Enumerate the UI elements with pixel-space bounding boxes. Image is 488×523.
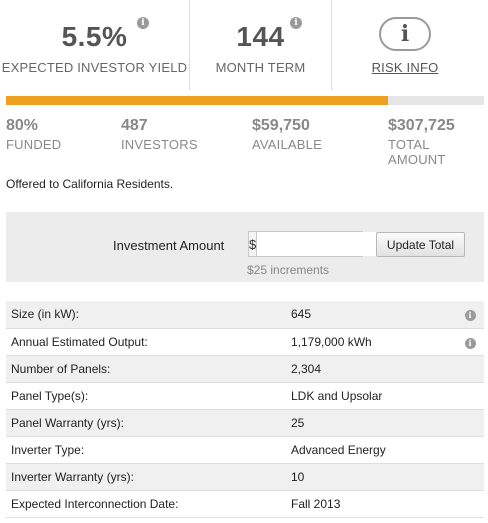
metric-total-amount: $307,725 TOTAL AMOUNT (388, 116, 488, 167)
metric-label: INVESTORS (121, 137, 198, 152)
detail-value: LDK and Upsolar (286, 382, 456, 410)
metric-value: $59,750 (252, 117, 310, 134)
detail-key: Inverter Type: (6, 436, 286, 464)
investment-amount-field: $ (248, 231, 442, 257)
yield-label: EXPECTED INVESTOR YIELD (1, 60, 188, 75)
detail-key: Panel Warranty (yrs): (6, 409, 286, 437)
table-row: Inverter Warranty (yrs): 10 (6, 463, 484, 491)
funding-progress-bar (6, 96, 484, 105)
detail-key: Inverter Warranty (yrs): (6, 463, 286, 491)
metric-investors: 487 INVESTORS (121, 116, 198, 152)
info-icon: i (400, 21, 410, 47)
metric-value: $307,725 (388, 117, 455, 134)
detail-value: 2,304 (286, 355, 456, 383)
detail-value: 25 (286, 409, 456, 437)
detail-value: 1,179,000 kWh (286, 328, 456, 356)
table-row: Expected Interconnection Date: Fall 2013 (6, 490, 484, 518)
table-row: Annual Estimated Output: 1,179,000 kWh i (6, 328, 484, 356)
update-total-button[interactable]: Update Total (376, 232, 465, 257)
detail-value: Fall 2013 (286, 490, 456, 518)
metric-label: TOTAL AMOUNT (388, 137, 446, 167)
table-row: Panel Type(s): LDK and Upsolar (6, 382, 484, 410)
metric-funded: 80% FUNDED (6, 116, 61, 152)
table-row: Panel Warranty (yrs): 25 (6, 409, 484, 437)
detail-key: Panel Type(s): (6, 382, 286, 410)
detail-value: Advanced Energy (286, 436, 456, 464)
output-info-icon[interactable]: i (464, 337, 476, 349)
funding-progress-fill (6, 96, 389, 105)
risk-info-button[interactable]: i (379, 17, 431, 51)
table-row: Size (in kW): 645 i (6, 301, 484, 329)
risk-stat: i RISK INFO (332, 0, 478, 90)
detail-value: 645 (286, 301, 456, 329)
metric-value: 80% (6, 117, 39, 134)
offer-note: Offered to California Residents. (6, 177, 174, 191)
investment-amount-label: Investment Amount (113, 238, 225, 253)
investment-panel: Investment Amount $ Update Total $25 inc… (6, 212, 484, 282)
term-label: MONTH TERM (215, 60, 306, 75)
detail-key: Annual Estimated Output: (6, 328, 286, 356)
currency-sign: $ (249, 232, 258, 256)
term-stat: 144 i MONTH TERM (190, 0, 332, 90)
term-value: 144 (236, 21, 285, 52)
project-details-table: Size (in kW): 645 i Annual Estimated Out… (6, 301, 484, 518)
detail-value: 10 (286, 463, 456, 491)
risk-info-link[interactable]: RISK INFO (371, 60, 439, 75)
yield-info-icon[interactable]: i (137, 17, 149, 29)
metric-value: 487 (121, 117, 148, 134)
detail-key: Size (in kW): (6, 301, 286, 329)
detail-key: Number of Panels: (6, 355, 286, 383)
size-info-icon[interactable]: i (464, 310, 476, 322)
yield-value: 5.5% (61, 21, 128, 52)
yield-stat: 5.5% i EXPECTED INVESTOR YIELD (0, 0, 190, 90)
funding-metrics: 80% FUNDED 487 INVESTORS $59,750 AVAILAB… (0, 116, 488, 167)
table-row: Number of Panels: 2,304 (6, 355, 484, 383)
detail-key: Expected Interconnection Date: (6, 490, 286, 518)
metric-label: FUNDED (6, 137, 62, 152)
metric-label: AVAILABLE (252, 137, 322, 152)
term-info-icon[interactable]: i (290, 17, 302, 29)
table-row: Inverter Type: Advanced Energy (6, 436, 484, 464)
stats-header: 5.5% i EXPECTED INVESTOR YIELD 144 i MON… (0, 0, 488, 90)
increment-note: $25 increments (247, 263, 330, 277)
metric-available: $59,750 AVAILABLE (252, 116, 322, 152)
